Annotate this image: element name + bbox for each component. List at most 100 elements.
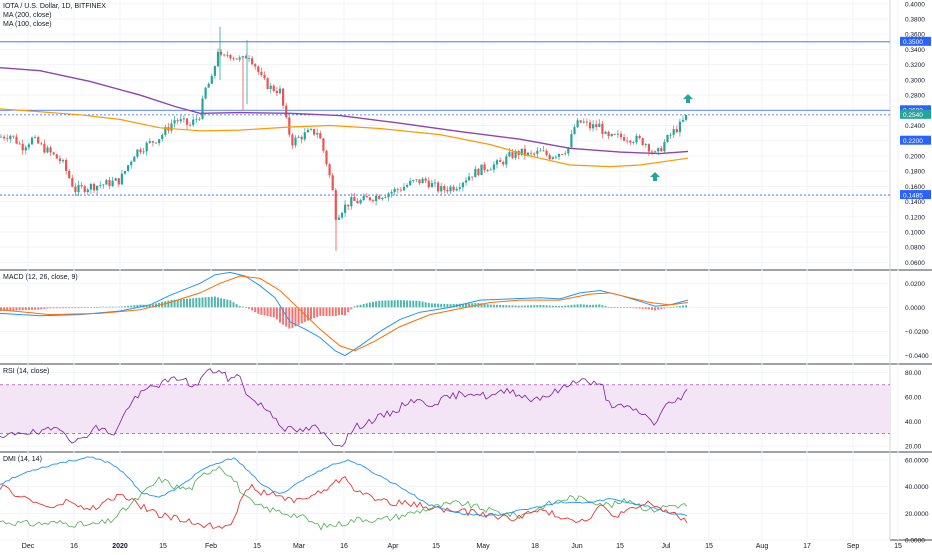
macd-histogram-bar	[542, 305, 545, 308]
candle-body	[37, 137, 40, 144]
macd-histogram-bar	[344, 307, 347, 316]
dmi-title[interactable]: DMI (14, 14)	[3, 456, 42, 463]
candle-body	[570, 134, 573, 148]
macd-histogram-bar	[644, 307, 647, 310]
macd-histogram-bar	[669, 307, 672, 308]
macd-histogram-bar	[629, 307, 632, 308]
rsi-title[interactable]: RSI (14, close)	[3, 368, 50, 375]
macd-histogram-bar	[601, 305, 604, 308]
candle-body	[313, 129, 316, 135]
candle-body	[127, 165, 130, 171]
candle-body	[356, 200, 359, 204]
macd-histogram-bar	[415, 300, 418, 308]
chart-legend: IOTA / U.S. Dollar, 1D, BITFINEX MA (200…	[3, 2, 106, 29]
candle-body	[455, 188, 458, 191]
candle-body	[499, 160, 502, 162]
candle-body	[340, 212, 344, 218]
macd-histogram-bar	[27, 307, 30, 310]
candle-body	[582, 121, 585, 123]
candle-body	[148, 141, 151, 143]
candle-body	[663, 142, 666, 152]
price-label: 0.3500	[903, 39, 923, 46]
candle-body	[483, 164, 486, 171]
candle-body	[526, 152, 530, 156]
price-axis-tick: 60.0000	[905, 458, 929, 465]
adx-line	[0, 456, 688, 517]
macd-histogram-bar	[139, 304, 142, 308]
candle-body	[108, 180, 111, 187]
macd-histogram-bar	[449, 304, 452, 308]
candle-body	[173, 120, 176, 124]
candle-body	[390, 191, 393, 194]
macd-histogram-bar	[403, 300, 405, 308]
candle-body	[347, 204, 350, 207]
candle-body	[92, 184, 96, 191]
rsi-pane[interactable]	[0, 368, 890, 447]
macd-histogram-bar	[412, 300, 415, 308]
candle-body	[362, 196, 365, 201]
macd-histogram-bar	[334, 307, 337, 317]
macd-histogram-bar	[616, 307, 619, 308]
macd-histogram-bar	[620, 307, 622, 308]
rsi-line	[0, 368, 688, 447]
candle-body	[495, 160, 499, 165]
macd-histogram-bar	[461, 303, 464, 308]
candle-body	[477, 168, 480, 176]
candle-body	[585, 121, 588, 123]
candle-body	[21, 143, 24, 151]
macd-histogram-bar	[226, 299, 229, 308]
macd-histogram-bar	[46, 307, 49, 309]
price-axis-tick: 0.3200	[905, 62, 925, 69]
candle-body	[443, 186, 446, 190]
macd-histogram-bar	[195, 298, 198, 308]
ma200-legend[interactable]: MA (200, close)	[3, 12, 52, 19]
ma200-line	[0, 67, 689, 155]
candle-body	[170, 123, 173, 131]
macd-histogram-bar	[675, 306, 678, 308]
macd-histogram-bar	[133, 305, 136, 308]
time-axis[interactable]: Dec 16 2020 15 Feb 15 Mar 16 Apr 15 May 18 Jun 15 Jul 1…	[22, 543, 902, 550]
candle-body	[471, 176, 474, 178]
macd-histogram-bar	[548, 305, 551, 308]
candle-body	[309, 129, 313, 130]
macd-histogram-bar	[390, 300, 393, 308]
macd-histogram-bar	[37, 307, 40, 310]
price-axis-tick: 0.1000	[905, 229, 925, 236]
macd-histogram-bar	[434, 303, 436, 308]
candle-body	[632, 142, 635, 144]
candle-body	[210, 75, 213, 84]
candle-body	[505, 156, 508, 165]
price-pane[interactable]	[0, 26, 890, 251]
candle-body	[306, 129, 309, 133]
candle-body	[619, 133, 623, 138]
price-axis-tick: 0.1200	[905, 214, 925, 221]
candle-body	[52, 152, 55, 155]
candle-body	[114, 178, 117, 181]
macd-histogram-bar	[117, 306, 120, 308]
macd-histogram-bar	[102, 306, 105, 308]
candle-body	[0, 136, 3, 138]
macd-title[interactable]: MACD (12, 26, close, 9)	[3, 274, 78, 281]
macd-histogram-bar	[443, 303, 446, 308]
macd-histogram-bar	[480, 303, 483, 308]
candle-body	[244, 56, 247, 59]
candle-body	[288, 117, 291, 135]
dmi-pane[interactable]	[0, 456, 688, 531]
time-axis-label: 15	[253, 543, 261, 550]
time-axis-label: Mar	[293, 543, 306, 550]
macd-histogram-bar	[613, 307, 616, 308]
candle-body	[266, 78, 269, 89]
time-axis-label: 15	[432, 543, 440, 550]
candle-body	[241, 56, 244, 58]
ma100-legend[interactable]: MA (100, close)	[3, 21, 52, 28]
candle-body	[328, 164, 331, 176]
macd-histogram-bar	[483, 303, 486, 308]
candle-body	[185, 118, 189, 125]
symbol-title[interactable]: IOTA / U.S. Dollar, 1D, BITFINEX	[3, 3, 106, 10]
macd-histogram-bar	[396, 300, 399, 308]
candle-body	[154, 142, 158, 144]
candle-body	[260, 71, 263, 76]
macd-pane[interactable]	[0, 271, 689, 357]
price-axis[interactable]: 0.4000 0.3800 0.3600 0.3400 0.3200 0.3000 0.28…	[900, 1, 931, 545]
